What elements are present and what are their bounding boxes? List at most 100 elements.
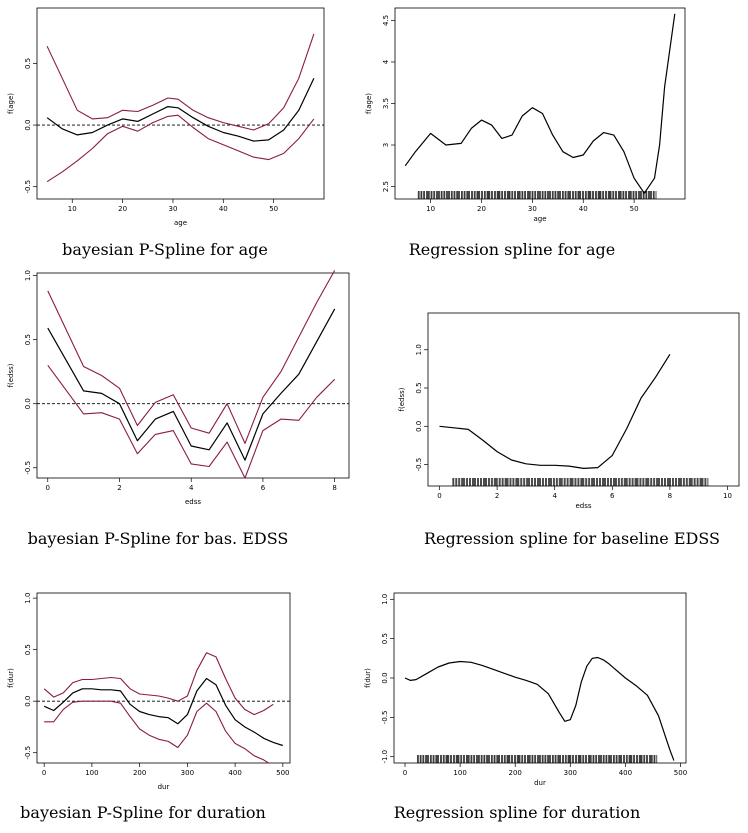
- chart-panel-2: 10 20 30 40 50 2.5 3 3.5 4 4.5 age f(age) Regression…: [365, 7, 686, 259]
- series-line-upper: [43, 652, 274, 716]
- x-tick-label: 100: [85, 769, 98, 777]
- plot-frame: [36, 7, 325, 200]
- chart-panel-5: 0 100 200 300 400 500 -0.5 0.0 0.5 1.0 dur f(dur) ba…: [7, 592, 291, 822]
- x-tick-label: 30: [528, 205, 537, 213]
- series-line-upper: [46, 33, 315, 131]
- y-axis-label: f(age): [7, 93, 15, 114]
- y-axis-label: f(edss): [7, 363, 15, 387]
- y-axis-label: f(age): [365, 93, 373, 114]
- x-tick-label: 500: [674, 769, 687, 777]
- y-tick-label: 0.0: [24, 119, 32, 130]
- y-axis-label: f(dur): [364, 668, 372, 688]
- x-tick-label: 300: [181, 769, 194, 777]
- chart-panel-4: 0 2 4 6 8 10 -0.5 0.0 0.5 1.0 edss f(edss) Regressio…: [398, 312, 740, 548]
- y-axis-label: f(dur): [7, 668, 15, 688]
- x-tick-label: 0: [46, 484, 50, 492]
- y-tick-label: -0.5: [24, 746, 32, 760]
- x-tick-label: 100: [453, 769, 466, 777]
- x-tick-label: 500: [276, 769, 289, 777]
- x-tick-label: 300: [564, 769, 577, 777]
- chart-panel-1: 10 20 30 40 50 -0.5 0.0 0.5 age f(age) bayesian P-…: [7, 7, 325, 259]
- x-tick-label: 400: [619, 769, 632, 777]
- rug-marks: [452, 478, 709, 486]
- x-tick-label: 0: [42, 769, 46, 777]
- x-tick-label: 0: [403, 769, 407, 777]
- y-tick-label: 0.0: [415, 421, 423, 432]
- y-tick-label: 3.5: [382, 98, 390, 109]
- x-axis-label: age: [533, 215, 546, 223]
- x-tick-label: 6: [261, 484, 266, 492]
- x-tick-label: 0: [437, 492, 441, 500]
- y-tick-label: 4.5: [382, 15, 390, 26]
- y-tick-label: 0.5: [381, 633, 389, 644]
- x-tick-label: 50: [630, 205, 639, 213]
- x-tick-label: 4: [189, 484, 194, 492]
- y-tick-label: -1.0: [381, 750, 389, 764]
- y-tick-label: 1.0: [415, 344, 423, 355]
- y-tick-label: 1.0: [24, 593, 32, 604]
- chart-panel-6: 0 100 200 300 400 500 -1.0 -0.5 0.0 0.5 1.0 dur f(du…: [364, 592, 687, 822]
- y-tick-label: 0.5: [24, 644, 32, 655]
- x-tick-label: 200: [509, 769, 522, 777]
- y-tick-label: 0.5: [24, 334, 32, 345]
- x-tick-label: 20: [477, 205, 486, 213]
- series-line-estimate: [404, 13, 676, 194]
- y-tick-label: -0.5: [24, 461, 32, 475]
- chart-panel-3: 0 2 4 6 8 -0.5 0.0 0.5 1.0 edss f(edss) bayesian P-…: [7, 270, 350, 548]
- x-tick-label: 50: [269, 205, 278, 213]
- panel-caption: bayesian P-Spline for bas. EDSS: [28, 529, 289, 548]
- x-axis-label: edss: [575, 502, 591, 510]
- series-line-lower: [46, 114, 315, 183]
- x-axis-label: dur: [534, 779, 546, 787]
- x-tick-label: 2: [495, 492, 499, 500]
- plot-frame: [36, 272, 350, 479]
- y-tick-label: -0.5: [24, 180, 32, 194]
- plot-frame: [427, 312, 740, 487]
- y-tick-label: 0.5: [415, 382, 423, 393]
- series-line-estimate: [46, 77, 315, 142]
- y-tick-label: -0.5: [415, 458, 423, 472]
- panel-caption: Regression spline for baseline EDSS: [424, 529, 720, 548]
- series-line-estimate: [404, 656, 675, 761]
- series-line-estimate: [439, 353, 671, 469]
- x-tick-label: 10: [426, 205, 435, 213]
- panel-caption: bayesian P-Spline for duration: [20, 803, 266, 822]
- rug-marks: [417, 755, 658, 763]
- plot-frame: [394, 7, 686, 200]
- y-tick-label: 0.0: [381, 672, 389, 683]
- x-tick-label: 8: [332, 484, 336, 492]
- series-line-upper: [47, 270, 336, 444]
- rug-marks: [417, 191, 657, 199]
- x-tick-label: 4: [552, 492, 557, 500]
- y-tick-label: 3: [382, 143, 390, 147]
- plot-frame: [393, 592, 687, 764]
- y-axis-label: f(edss): [398, 387, 406, 411]
- series-line-lower: [44, 700, 269, 764]
- panel-caption: Regression spline for duration: [394, 803, 641, 822]
- x-tick-label: 30: [168, 205, 177, 213]
- y-tick-label: 0.0: [24, 398, 32, 409]
- y-tick-label: 0.0: [24, 696, 32, 707]
- series-line-lower: [47, 364, 336, 479]
- panel-caption: Regression spline for age: [409, 240, 616, 259]
- y-tick-label: 2.5: [382, 181, 390, 192]
- x-axis-label: edss: [185, 498, 201, 506]
- x-tick-label: 200: [133, 769, 146, 777]
- panel-caption: bayesian P-Spline for age: [62, 240, 268, 259]
- y-tick-label: 1.0: [24, 270, 32, 281]
- y-tick-label: 1.0: [381, 594, 389, 605]
- series-line-estimate: [43, 677, 283, 747]
- x-tick-label: 2: [117, 484, 121, 492]
- x-tick-label: 20: [118, 205, 127, 213]
- x-tick-label: 10: [723, 492, 732, 500]
- x-tick-label: 400: [228, 769, 241, 777]
- plot-frame: [36, 592, 291, 764]
- x-axis-label: age: [174, 219, 187, 227]
- series-line-estimate: [47, 308, 336, 461]
- x-tick-label: 10: [68, 205, 77, 213]
- y-tick-label: 4: [382, 59, 390, 64]
- x-tick-label: 8: [668, 492, 672, 500]
- x-tick-label: 40: [579, 205, 588, 213]
- x-tick-label: 6: [610, 492, 615, 500]
